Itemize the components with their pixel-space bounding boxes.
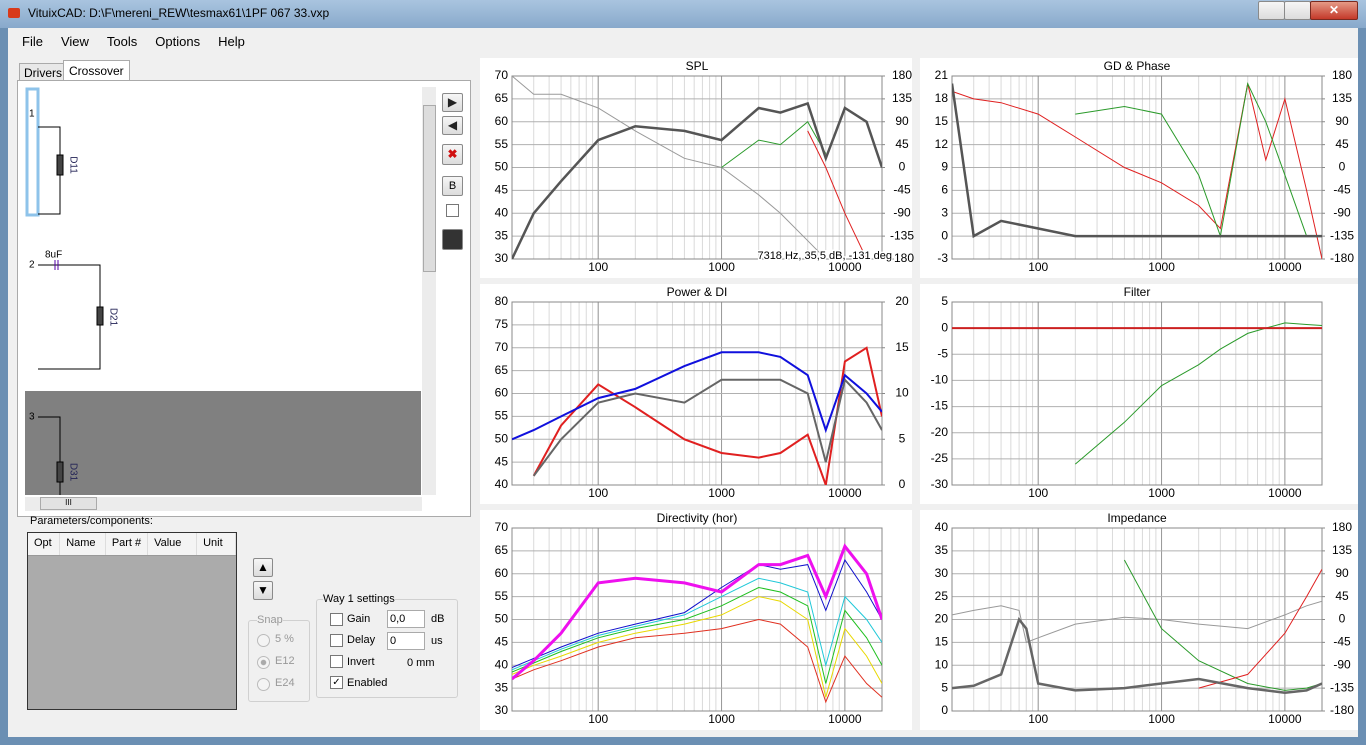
gain-input[interactable]: 0,0 xyxy=(387,610,425,628)
radio-label: 5 % xyxy=(275,633,294,645)
move-left-button[interactable]: ◀ xyxy=(442,116,463,135)
invert-label: Invert xyxy=(347,656,375,668)
fit-button[interactable] xyxy=(442,229,463,250)
balance-button[interactable]: B xyxy=(442,176,463,196)
enabled-label: Enabled xyxy=(347,677,388,689)
radio[interactable] xyxy=(257,678,270,691)
group-title: Snap xyxy=(257,614,283,626)
menu-item[interactable]: Tools xyxy=(106,34,138,49)
invert-checkbox[interactable] xyxy=(330,655,343,668)
tab-crossover[interactable]: Crossover xyxy=(63,60,130,81)
parameters-label: Parameters/components: xyxy=(30,515,153,527)
menu-item[interactable]: View xyxy=(60,34,89,49)
scroll-grip: III xyxy=(40,497,97,510)
delay-input[interactable]: 0 xyxy=(387,632,425,650)
radio[interactable] xyxy=(257,656,270,669)
title-bar: VituixCAD: D:\F\mereni_REW\tesmax61\1PF … xyxy=(0,0,1366,28)
down-button[interactable]: ▼ xyxy=(253,581,273,600)
column-header: Part # xyxy=(106,533,149,555)
menu-item[interactable]: File xyxy=(22,34,43,49)
menu-item[interactable]: Options xyxy=(155,34,201,49)
maximize-button[interactable] xyxy=(1284,1,1311,20)
way-settings-group: Way 1 settings Gain 0,0 dB Delay 0 us In… xyxy=(316,593,458,698)
radio-label: E12 xyxy=(275,655,295,667)
column-header: Unit xyxy=(197,533,236,555)
window-title: VituixCAD: D:\F\mereni_REW\tesmax61\1PF … xyxy=(28,6,330,20)
column-header: Opt xyxy=(28,533,61,555)
schematic: 1 2 3 8uF D11 D21 D31 xyxy=(25,87,421,495)
wiring xyxy=(38,126,104,495)
menu-item[interactable]: Help xyxy=(218,34,245,49)
way-3-area xyxy=(25,391,421,495)
gain-label: Gain xyxy=(347,613,371,625)
column-header: Name xyxy=(60,533,106,555)
group-title: Way 1 settings xyxy=(323,593,395,605)
capacitor-label: 8uF xyxy=(45,250,62,261)
minimize-button[interactable] xyxy=(1258,1,1285,20)
parameters-table: Opt Name Part # Value Unit xyxy=(27,532,237,710)
h-scrollbar[interactable]: III xyxy=(25,497,422,511)
way-label: 2 xyxy=(29,260,35,271)
driver-label: D21 xyxy=(107,308,118,327)
offset-value: 0 mm xyxy=(407,657,435,669)
way-label: 3 xyxy=(29,412,35,423)
v-scrollbar[interactable] xyxy=(422,87,436,495)
way-label: 1 xyxy=(29,109,35,120)
selection xyxy=(25,87,40,217)
move-right-button[interactable]: ▶ xyxy=(442,93,463,112)
column-header: Value xyxy=(148,533,198,555)
menu-bar: File View Tools Options Help xyxy=(8,30,1358,52)
gain-checkbox[interactable] xyxy=(330,613,343,626)
driver-label: D31 xyxy=(67,463,78,482)
radio[interactable] xyxy=(257,634,270,647)
delay-checkbox[interactable] xyxy=(330,634,343,647)
close-button[interactable]: ✕ xyxy=(1310,1,1358,20)
delete-button[interactable]: ✖ xyxy=(442,144,463,165)
option-checkbox[interactable] xyxy=(446,204,459,217)
radio-label: E24 xyxy=(275,677,295,689)
up-button[interactable]: ▲ xyxy=(253,558,273,577)
delay-unit: us xyxy=(431,635,443,647)
snap-group: Snap 5 % E12 E24 xyxy=(248,614,310,702)
enabled-checkbox[interactable]: ✓ xyxy=(330,676,343,689)
app-icon xyxy=(8,8,20,18)
delay-label: Delay xyxy=(347,634,376,646)
driver-label: D11 xyxy=(67,156,78,174)
gain-unit: dB xyxy=(431,613,445,625)
